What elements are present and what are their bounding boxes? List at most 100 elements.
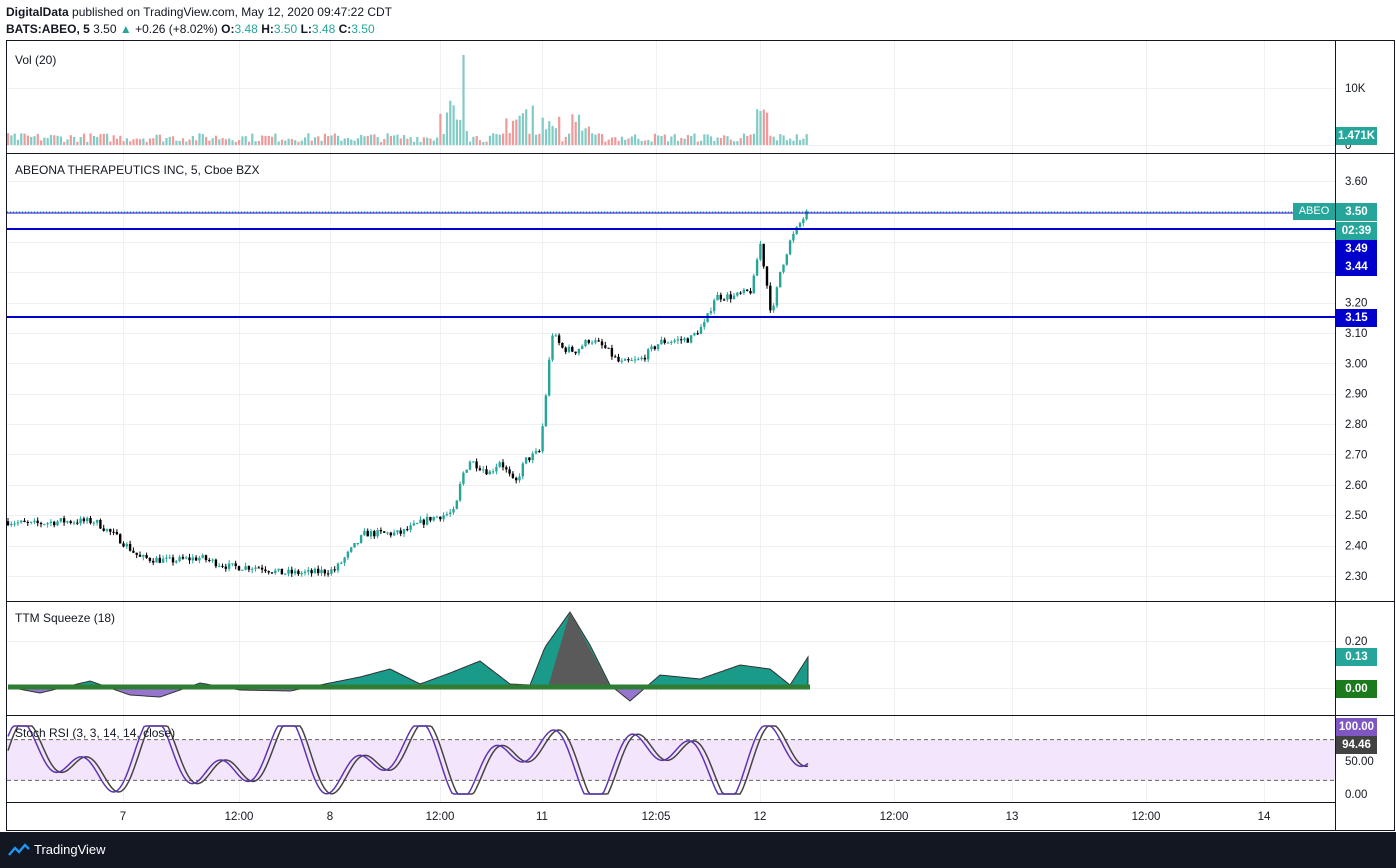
candle-body	[617, 356, 620, 362]
volume-bar	[96, 137, 99, 145]
candle-body	[89, 517, 92, 524]
candle-body	[161, 558, 165, 563]
volume-bar	[469, 141, 472, 145]
volume-bar	[317, 136, 320, 145]
volume-bar	[178, 140, 181, 145]
low-value: 3.48	[311, 22, 336, 36]
chart-canvas[interactable]: 3.603.503.403.303.203.103.002.902.802.70…	[0, 0, 1396, 832]
candle-body	[122, 543, 125, 547]
volume-bar	[749, 134, 752, 145]
candle-body	[551, 335, 554, 360]
candle-body	[419, 519, 422, 524]
footer-brand[interactable]: TradingView	[34, 842, 106, 857]
volume-bar	[43, 137, 46, 145]
candle-body	[623, 359, 627, 361]
candle-body	[132, 550, 135, 553]
volume-bar	[538, 133, 541, 145]
volume-bar	[455, 119, 458, 145]
candle-body	[62, 518, 66, 523]
candle-body	[399, 530, 402, 534]
volume-bar	[135, 138, 138, 145]
candle-body	[317, 568, 320, 574]
volume-bar	[313, 137, 317, 145]
volume-bar	[607, 139, 610, 145]
volume-bar	[445, 112, 449, 145]
volume-bar	[346, 137, 350, 145]
ohlc-line: BATS:ABEO, 5 3.50 ▲ +0.26 (+8.02%) O:3.4…	[6, 21, 375, 37]
volume-bar	[505, 118, 508, 145]
candle-body	[201, 555, 204, 558]
volume-bar	[168, 136, 171, 145]
candle-body	[171, 557, 175, 563]
candle-body	[119, 534, 122, 544]
volume-bar	[393, 135, 396, 145]
candle-body	[251, 568, 254, 570]
volume-bar	[162, 141, 165, 145]
time-axis-label: 12:00	[1132, 811, 1161, 823]
volume-bar	[224, 139, 227, 145]
volume-bar	[597, 133, 600, 145]
candle-body	[56, 521, 59, 526]
candle-body	[264, 569, 267, 572]
candle-body	[383, 531, 386, 533]
volume-bar	[238, 140, 241, 145]
candle-body	[653, 346, 656, 350]
volume-bar	[531, 105, 534, 145]
volume-bar	[73, 136, 76, 145]
volume-bar	[577, 114, 581, 145]
volume-bar	[733, 141, 736, 145]
published-text: published on TradingView.com, May 12, 20…	[72, 5, 393, 19]
volume-bar	[416, 136, 419, 145]
candle-body	[759, 243, 762, 260]
candle-body	[663, 339, 666, 344]
volume-bar	[218, 139, 221, 145]
stoch-d-tag: 94.46	[1336, 736, 1377, 754]
candle-body	[49, 521, 53, 524]
candle-body	[482, 469, 485, 471]
volume-bar	[673, 134, 676, 145]
candle-body	[640, 357, 643, 360]
volume-bar	[422, 137, 425, 145]
candle-body	[16, 522, 20, 524]
volume-bar	[551, 125, 554, 145]
candle-body	[531, 453, 534, 461]
low-label: L:	[300, 22, 312, 36]
volume-bar	[356, 138, 359, 145]
candle-body	[765, 266, 769, 286]
volume-bar	[696, 141, 699, 145]
candle-body	[234, 563, 237, 567]
candle-body	[241, 569, 244, 571]
candle-body	[53, 521, 56, 526]
candle-body	[227, 563, 231, 569]
up-arrow-icon: ▲	[119, 22, 132, 36]
volume-bar	[40, 140, 43, 145]
candle-body	[191, 557, 194, 561]
time-axis-label: 12:00	[880, 811, 909, 823]
candle-body	[709, 311, 713, 314]
volume-bar	[581, 130, 584, 145]
volume-bar	[337, 135, 340, 145]
volume-bar	[363, 136, 366, 145]
volume-bar	[630, 136, 633, 145]
candle-body	[465, 469, 468, 473]
volume-bar	[297, 141, 300, 145]
volume-bar	[320, 140, 323, 145]
volume-bar	[102, 133, 105, 145]
squeeze-title: TTM Squeeze (18)	[15, 611, 116, 625]
volume-bar	[663, 134, 666, 145]
volume-bar	[617, 140, 620, 145]
candle-body	[369, 531, 373, 537]
volume-bar	[175, 140, 178, 145]
candle-body	[647, 349, 650, 360]
candle-body	[680, 339, 683, 341]
candle-body	[109, 529, 112, 532]
volume-bar	[277, 141, 280, 145]
price-scale-label: 2.30	[1345, 571, 1367, 583]
candle-body	[495, 466, 498, 472]
volume-scale-label: 10K	[1345, 83, 1366, 95]
candle-body	[330, 569, 333, 574]
countdown-tag: 02:39	[1336, 222, 1377, 240]
squeeze-histogram	[7, 611, 810, 702]
candle-body	[72, 522, 76, 524]
candle-body	[20, 520, 23, 523]
